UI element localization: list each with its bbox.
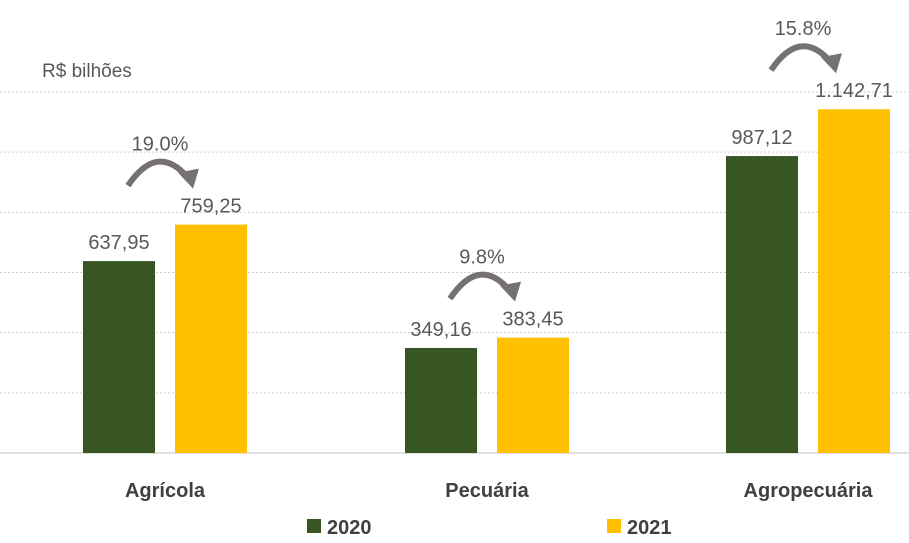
- legend-label-2020: 2020: [327, 517, 372, 539]
- bar-2020-2: [726, 156, 798, 454]
- growth-label: 9.8%: [459, 247, 505, 269]
- data-label: 349,16: [410, 319, 471, 341]
- growth-label: 15.8%: [775, 18, 832, 40]
- bar-2021-1: [497, 337, 569, 453]
- data-label: 759,25: [180, 196, 241, 218]
- bar-2021-2: [818, 109, 890, 453]
- legend-swatch-2020: [307, 519, 321, 533]
- category-label: Pecuária: [445, 480, 529, 502]
- bar-2020-0: [83, 261, 155, 453]
- arrow-head-icon: [178, 168, 199, 189]
- category-labels: Agrícola Pecuária Agropecuária: [125, 480, 873, 502]
- arrow-head-icon: [500, 281, 521, 302]
- bars: [83, 109, 890, 454]
- category-label: Agropecuária: [744, 480, 874, 502]
- growth-label: 19.0%: [132, 134, 189, 156]
- legend: 2020 2021: [307, 517, 672, 539]
- curved-arrow-icon: [447, 271, 512, 301]
- data-label: 987,12: [731, 127, 792, 149]
- data-label: 383,45: [502, 309, 563, 331]
- bar-2020-1: [405, 347, 477, 453]
- curved-arrow-icon: [768, 43, 833, 72]
- y-axis-unit-label: R$ bilhões: [42, 61, 132, 82]
- data-label: 1.142,71: [815, 80, 893, 102]
- bar-2021-0: [175, 224, 247, 453]
- category-label: Agrícola: [125, 480, 206, 502]
- growth-annotations: 19.0% 9.8% 15.8%: [125, 18, 842, 302]
- arrow-head-icon: [821, 53, 842, 74]
- legend-label-2021: 2021: [627, 517, 672, 539]
- data-labels: 637,95 759,25 349,16 383,45 987,12 1.142,71: [88, 80, 893, 341]
- data-label: 637,95: [88, 232, 149, 254]
- curved-arrow-icon: [125, 158, 190, 188]
- legend-swatch-2021: [607, 519, 621, 533]
